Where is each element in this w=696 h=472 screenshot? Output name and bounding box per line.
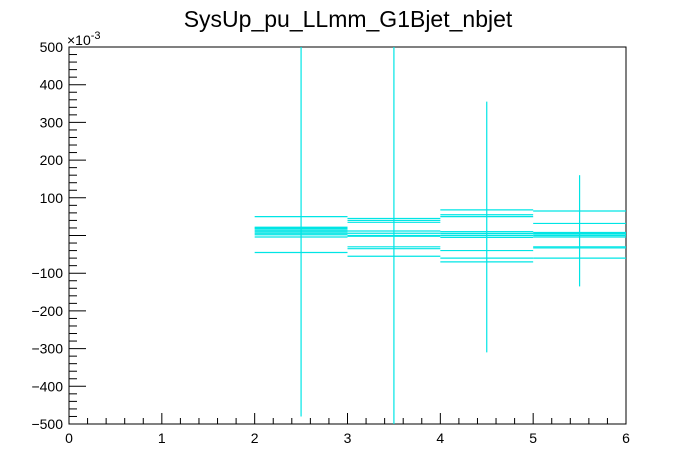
y-multiplier-exponent: -3 (91, 30, 101, 42)
y-multiplier-label: ×10-3 (67, 30, 101, 48)
y-multiplier-base: ×10 (67, 32, 91, 48)
y-tick-label: 400 (40, 77, 64, 93)
y-tick-label: 300 (40, 114, 64, 130)
y-tick-label: 200 (40, 152, 64, 168)
y-tick-label: −500 (31, 416, 63, 432)
y-tick-label: −100 (31, 265, 63, 281)
error-layer (254, 47, 626, 424)
y-tick-label: −300 (31, 341, 63, 357)
y-tick-label: 500 (40, 39, 64, 55)
y-tick-label: 100 (40, 190, 64, 206)
y-tick-label: −200 (31, 303, 63, 319)
x-tick-label: 0 (65, 430, 73, 446)
x-tick-label: 5 (529, 430, 537, 446)
x-tick-label: 3 (344, 430, 352, 446)
x-tick-label: 1 (158, 430, 166, 446)
chart-title: SysUp_pu_LLmm_G1Bjet_nbjet (183, 6, 513, 32)
x-tick-label: 2 (251, 430, 259, 446)
y-tick-label: −400 (31, 378, 63, 394)
x-tick-label: 6 (622, 430, 630, 446)
x-tick-label: 4 (436, 430, 444, 446)
axis-layer: 0 1 2 3 4 5 6 −500 −400 −300 −200 −100 100 200 300 400 5… (31, 30, 630, 446)
